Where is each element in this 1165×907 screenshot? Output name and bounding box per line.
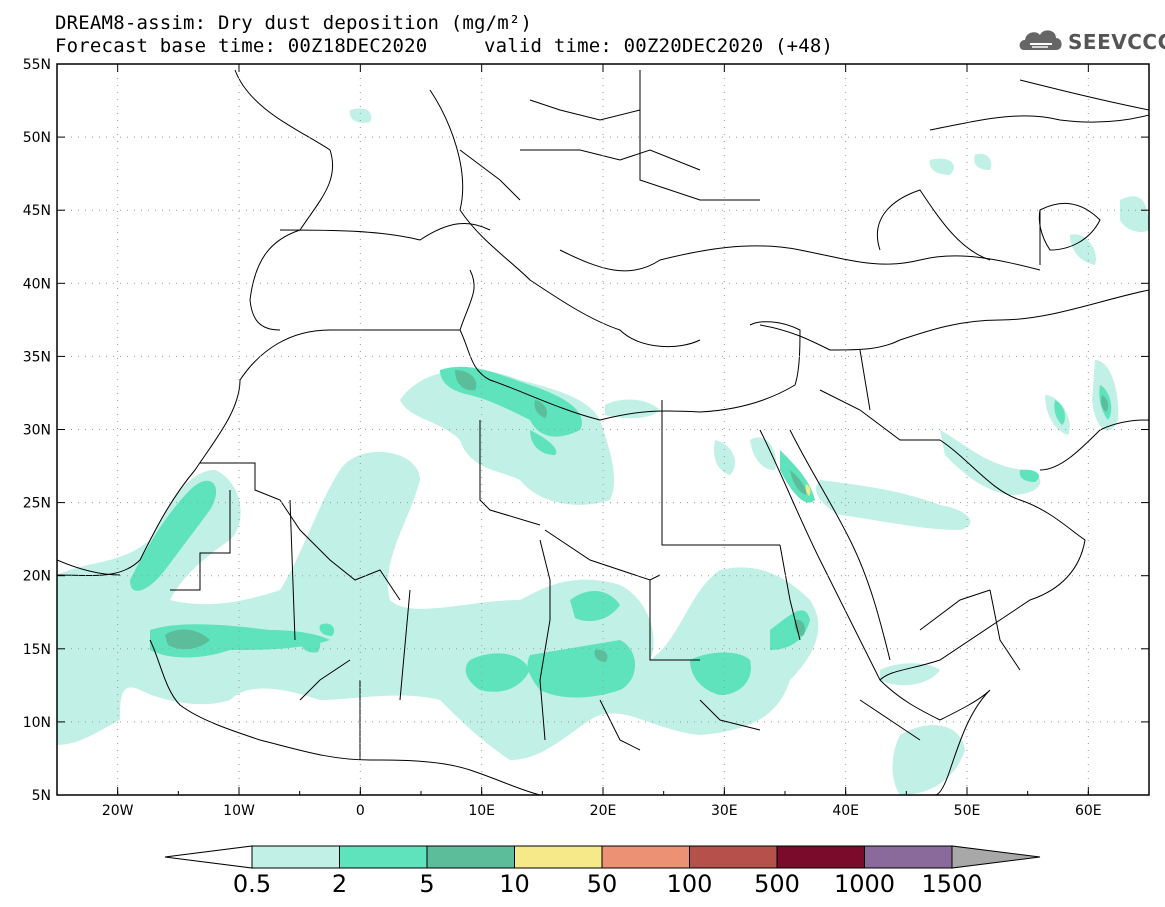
coastlines bbox=[57, 69, 1149, 795]
map-title: DREAM8-assim: Dry dust deposition (mg/m²… bbox=[55, 12, 533, 34]
lat-label: 10N bbox=[23, 715, 51, 731]
lat-label: 40N bbox=[23, 276, 51, 292]
colorbar-label: 1500 bbox=[921, 870, 983, 898]
graticule bbox=[57, 64, 1149, 795]
lat-label: 55N bbox=[23, 57, 51, 73]
lon-label: 10E bbox=[468, 803, 495, 819]
contour-level-5 bbox=[165, 370, 1109, 662]
colorbar-segment bbox=[601, 845, 690, 869]
colorbar-label: 500 bbox=[754, 870, 800, 898]
lat-label: 50N bbox=[23, 130, 51, 146]
dust-field bbox=[57, 108, 1149, 795]
lat-label: 25N bbox=[23, 496, 51, 512]
lat-label: 15N bbox=[23, 642, 51, 658]
colorbar-label: 10 bbox=[499, 870, 530, 898]
forecast-base-time: Forecast base time: 00Z18DEC2020 bbox=[55, 35, 428, 57]
colorbar-segment bbox=[864, 845, 953, 869]
lon-label: 20W bbox=[102, 803, 134, 819]
lon-label: 50E bbox=[954, 803, 981, 819]
colorbar-low-arrow bbox=[164, 845, 253, 869]
cloud-logo-icon bbox=[1019, 30, 1062, 50]
longitude-labels: 20W 10W 0 10E 20E 30E 40E 50E 60E bbox=[102, 803, 1102, 819]
lon-label: 60E bbox=[1075, 803, 1102, 819]
colorbar bbox=[164, 845, 1041, 869]
valid-time: valid time: 00Z20DEC2020 (+48) bbox=[484, 35, 834, 57]
colorbar-label: 5 bbox=[419, 870, 435, 898]
colorbar-segment bbox=[251, 845, 340, 869]
contour-level-10 bbox=[805, 484, 811, 496]
colorbar-segment bbox=[689, 845, 778, 869]
lon-label: 30E bbox=[711, 803, 738, 819]
lon-label: 40E bbox=[832, 803, 859, 819]
lat-label: 30N bbox=[23, 423, 51, 439]
lon-label: 0 bbox=[356, 803, 365, 819]
colorbar-label: 50 bbox=[586, 870, 618, 898]
colorbar-label: 100 bbox=[666, 870, 713, 898]
axis-ticks bbox=[56, 63, 1150, 796]
colorbar-segment bbox=[339, 845, 428, 869]
colorbar-segment bbox=[776, 845, 865, 869]
colorbar-label: 1000 bbox=[833, 870, 896, 898]
latitude-labels: 55N 50N 45N 40N 35N 30N 25N 20N 15N 10N 5N bbox=[23, 57, 51, 804]
colorbar-segment bbox=[426, 845, 515, 869]
colorbar-label: 2 bbox=[331, 870, 348, 898]
lon-label: 10W bbox=[223, 803, 255, 819]
logo-text: SEEVCCC bbox=[1068, 30, 1165, 54]
lat-label: 35N bbox=[23, 349, 51, 365]
lon-label: 20E bbox=[590, 803, 617, 819]
lat-label: 45N bbox=[23, 203, 51, 219]
colorbar-label: 0.5 bbox=[232, 870, 272, 898]
lat-label: 5N bbox=[32, 788, 51, 804]
lat-label: 20N bbox=[23, 569, 51, 585]
colorbar-high-arrow bbox=[951, 845, 1041, 869]
colorbar-segment bbox=[514, 845, 603, 869]
